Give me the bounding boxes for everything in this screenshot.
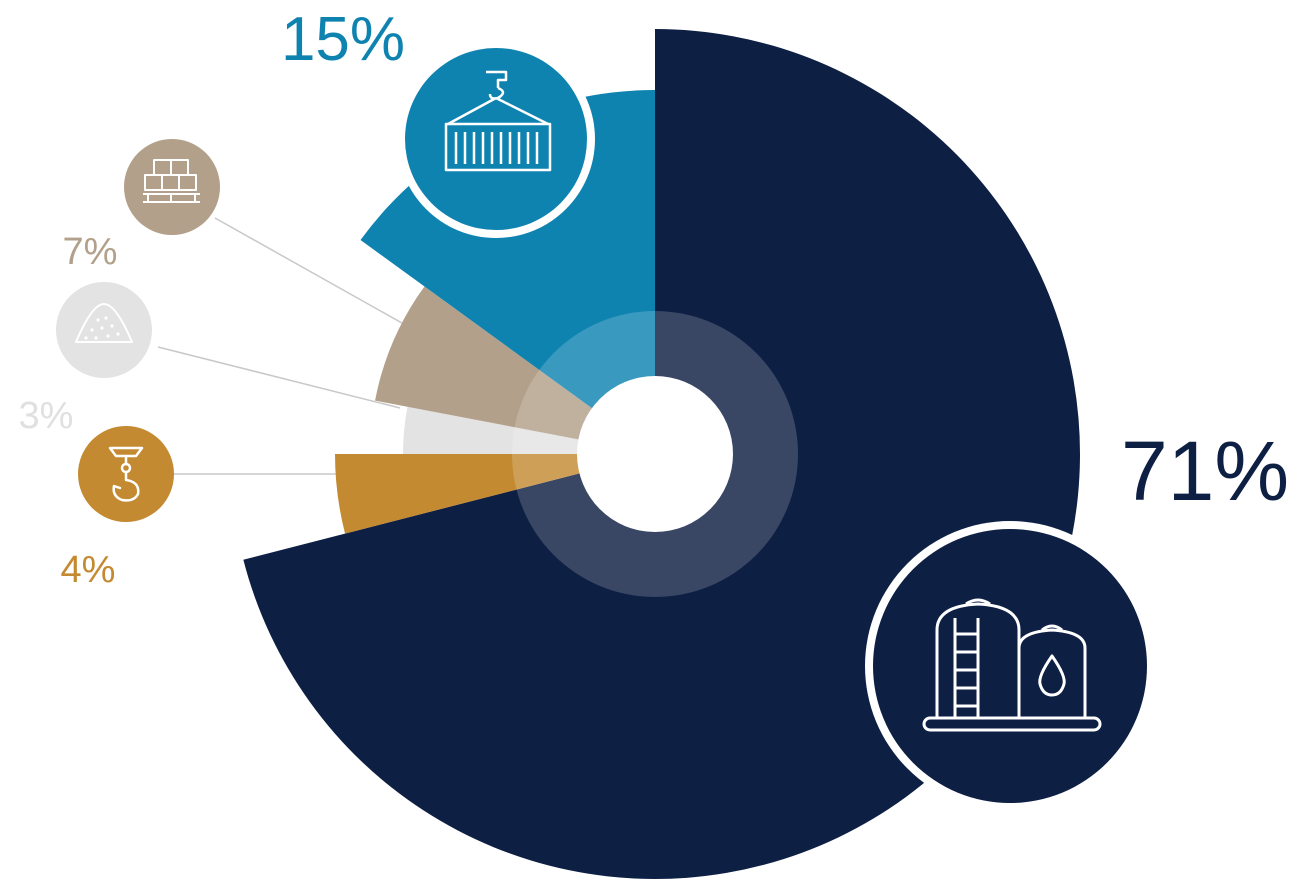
slice-4-percent — [335, 454, 655, 534]
label-15: 15% — [281, 5, 405, 74]
bulk-pile-icon — [56, 282, 152, 378]
label-71: 71% — [1121, 424, 1289, 518]
label-4: 4% — [61, 549, 116, 591]
slice-7-percent — [375, 286, 655, 454]
oil-storage-tank-icon — [865, 521, 1155, 811]
leader-line-bulk — [157, 346, 401, 409]
label-7: 7% — [63, 231, 118, 273]
center-hole — [577, 376, 733, 532]
shipping-container-icon — [397, 40, 595, 238]
palletized-boxes-icon — [124, 139, 220, 235]
crane-hook-icon — [78, 426, 174, 522]
label-3: 3% — [19, 395, 74, 437]
